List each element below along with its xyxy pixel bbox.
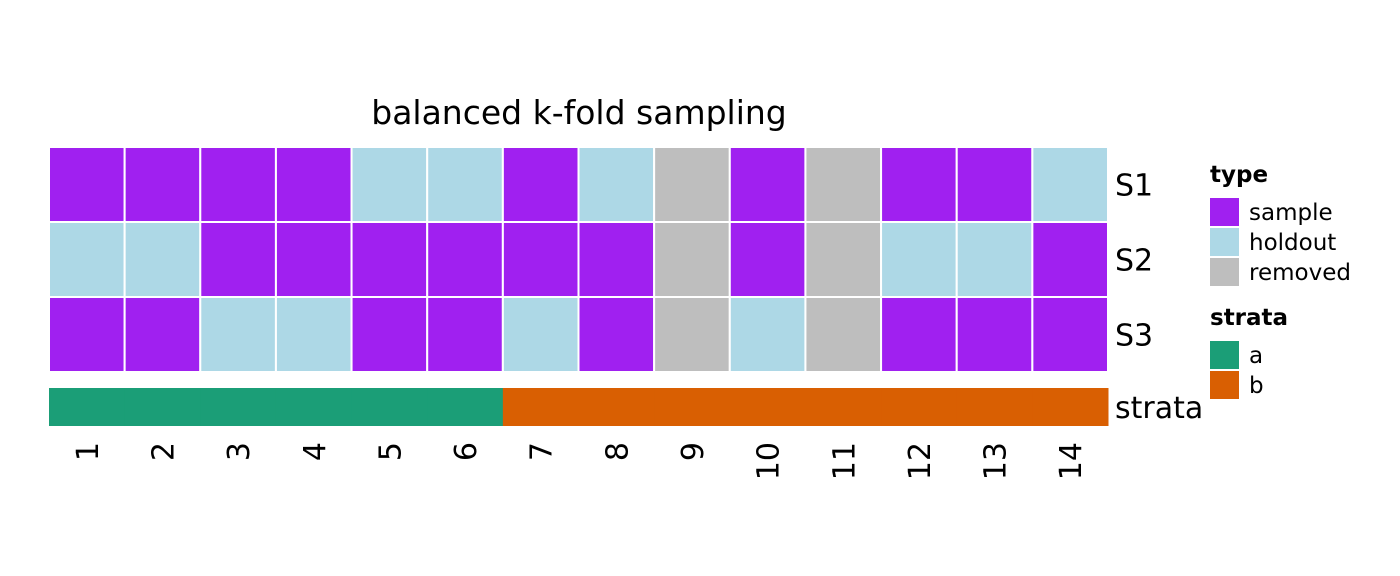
- cell-s2-12: [880, 221, 958, 298]
- strata-cell-3: [200, 388, 277, 426]
- cell-s3-11: [804, 296, 883, 373]
- cell-s2-1: [48, 221, 126, 298]
- cell-s3-10: [728, 296, 807, 373]
- cell-s2-14: [1031, 221, 1110, 298]
- cell-s2-8: [577, 221, 656, 298]
- column-label-3: 3: [222, 442, 257, 461]
- legend-swatch-removed: [1210, 258, 1239, 286]
- column-labels: 1 2 3 4 5 6 7 8 9 10 11 12 13 14: [71, 442, 1089, 480]
- cell-s3-4: [274, 296, 353, 373]
- column-label-9: 9: [676, 442, 711, 461]
- legends: type sample holdout removed strata ab: [1210, 162, 1351, 399]
- legend-swatch-b: [1210, 371, 1239, 399]
- cell-s2-13: [955, 221, 1034, 298]
- strata-cell-8: [578, 388, 655, 426]
- row-labels: S1 S2 S3 strata: [1115, 169, 1203, 427]
- cell-s3-9: [653, 296, 731, 373]
- column-label-1: 1: [71, 442, 106, 461]
- strata-cell-6: [427, 388, 504, 426]
- row-label-s2: S2: [1115, 244, 1153, 279]
- legend-swatch-a: [1210, 341, 1239, 369]
- cell-s2-10: [728, 221, 807, 298]
- cell-s1-6: [426, 146, 504, 223]
- chart-title: balanced k-fold sampling: [371, 93, 787, 132]
- cell-s3-5: [350, 296, 429, 373]
- cell-s2-6: [426, 221, 504, 298]
- cell-s1-1: [48, 146, 126, 223]
- cell-s2-4: [274, 221, 353, 298]
- legend-title-strata: strata: [1210, 305, 1288, 331]
- cell-s3-14: [1031, 296, 1110, 373]
- heatmap-cells: [48, 146, 1110, 373]
- cell-s2-7: [501, 221, 580, 298]
- column-label-11: 11: [827, 442, 862, 480]
- column-label-12: 12: [903, 442, 938, 480]
- cell-s1-4: [274, 146, 353, 223]
- column-label-4: 4: [298, 442, 333, 461]
- cell-s1-8: [577, 146, 656, 223]
- legend-label-removed: removed: [1249, 260, 1351, 286]
- legend-label-sample: sample: [1249, 200, 1333, 226]
- row-label-s3: S3: [1115, 319, 1153, 354]
- cell-s3-8: [577, 296, 656, 373]
- cell-s3-13: [955, 296, 1034, 373]
- column-label-10: 10: [752, 442, 787, 480]
- strata-cell-14: [1032, 388, 1109, 426]
- row-label-strata: strata: [1115, 391, 1203, 426]
- legend-label-b: b: [1249, 373, 1264, 399]
- legend-title-type: type: [1210, 162, 1268, 188]
- cell-s2-11: [804, 221, 883, 298]
- row-label-s1: S1: [1115, 169, 1153, 204]
- column-label-5: 5: [373, 442, 408, 461]
- legend-swatch-holdout: [1210, 228, 1239, 256]
- strata-cell-2: [124, 388, 201, 426]
- cell-s1-11: [804, 146, 883, 223]
- legend-swatch-sample: [1210, 198, 1239, 226]
- column-label-6: 6: [449, 442, 484, 461]
- cell-s3-1: [48, 296, 126, 373]
- strata-cell-12: [881, 388, 958, 426]
- cell-s3-3: [199, 296, 277, 373]
- strata-cell-9: [654, 388, 731, 426]
- cell-s2-2: [123, 221, 202, 298]
- cell-s1-9: [653, 146, 731, 223]
- strata-cell-7: [502, 388, 579, 426]
- column-label-2: 2: [146, 442, 181, 461]
- cell-s1-5: [350, 146, 429, 223]
- cell-s1-7: [501, 146, 580, 223]
- legend-label-holdout: holdout: [1249, 230, 1336, 256]
- cell-s2-5: [350, 221, 429, 298]
- strata-cells: [49, 388, 1109, 426]
- strata-cell-1: [49, 388, 126, 426]
- strata-cell-11: [805, 388, 882, 426]
- cell-s1-14: [1031, 146, 1110, 223]
- strata-cell-4: [275, 388, 353, 426]
- cell-s3-6: [426, 296, 504, 373]
- cell-s3-12: [880, 296, 958, 373]
- cell-s1-13: [955, 146, 1034, 223]
- cell-s2-9: [653, 221, 731, 298]
- strata-cell-5: [351, 388, 428, 426]
- column-label-14: 14: [1054, 442, 1089, 480]
- cell-s1-12: [880, 146, 958, 223]
- cell-s3-7: [501, 296, 580, 373]
- legend-label-a: a: [1249, 343, 1263, 369]
- cell-s1-10: [728, 146, 807, 223]
- column-label-13: 13: [979, 442, 1014, 480]
- cell-s3-2: [123, 296, 202, 373]
- cell-s1-3: [199, 146, 277, 223]
- cell-s1-2: [123, 146, 202, 223]
- strata-cell-13: [956, 388, 1033, 426]
- strata-cell-10: [729, 388, 806, 426]
- column-label-8: 8: [600, 442, 635, 461]
- cell-s2-3: [199, 221, 277, 298]
- column-label-7: 7: [525, 442, 560, 461]
